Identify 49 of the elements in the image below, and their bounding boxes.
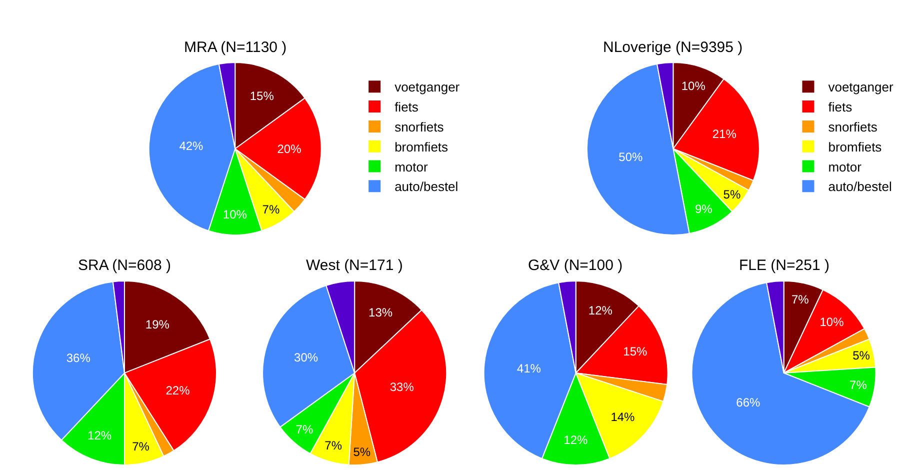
chart-title: MRA (N=1130 ) <box>184 39 287 56</box>
data-label: 7% <box>791 292 810 306</box>
data-label: 33% <box>390 380 414 394</box>
data-label: 13% <box>368 306 393 320</box>
legend-label: snorfiets <box>828 120 878 135</box>
data-label: 21% <box>712 126 737 141</box>
data-label: 10% <box>222 208 248 222</box>
legend-label: bromfiets <box>828 139 882 154</box>
data-label: 22% <box>166 383 190 398</box>
data-label: 15% <box>250 88 274 103</box>
data-label: 10% <box>681 79 706 94</box>
legend-label: auto/bestel <box>394 179 458 194</box>
data-label: 5% <box>723 187 741 202</box>
data-label: 12% <box>588 303 613 318</box>
data-label: 7% <box>262 202 280 217</box>
data-label: 50% <box>618 150 643 164</box>
legend-label: snorfiets <box>394 120 444 135</box>
data-label: 42% <box>179 139 204 153</box>
data-label: 15% <box>623 344 648 359</box>
legend-label: motor <box>828 159 862 174</box>
data-label: 12% <box>88 428 112 443</box>
data-label: 30% <box>294 350 318 364</box>
data-label: 7% <box>132 440 150 454</box>
legend-label: auto/bestel <box>828 179 892 194</box>
data-label: 10% <box>820 314 844 329</box>
data-label: 36% <box>66 351 91 366</box>
legend-label: fiets <box>828 100 853 115</box>
data-label: 41% <box>516 362 542 376</box>
data-label: 7% <box>850 378 868 392</box>
data-label: 12% <box>564 433 588 448</box>
data-label: 9% <box>694 202 713 216</box>
data-label: 5% <box>852 348 870 363</box>
legend-label: voetganger <box>828 80 894 95</box>
data-label: 7% <box>296 422 314 437</box>
chart-title: G&V (N=100 ) <box>528 257 623 274</box>
legend-label: fiets <box>394 100 419 115</box>
chart-title: NLoverige (N=9395 ) <box>603 39 743 56</box>
legend-label: voetganger <box>394 80 460 95</box>
data-label: 20% <box>277 142 302 156</box>
legend-label: motor <box>394 159 428 174</box>
legend-label: bromfiets <box>394 139 449 154</box>
chart-title: SRA (N=608 ) <box>78 257 171 274</box>
chart-title: FLE (N=251 ) <box>739 257 830 274</box>
data-label: 14% <box>610 410 636 424</box>
data-label: 5% <box>353 445 371 460</box>
data-label: 66% <box>736 395 761 410</box>
chart-title: West (N=171 ) <box>306 257 403 274</box>
data-label: 7% <box>324 438 342 453</box>
data-label: 19% <box>145 317 170 332</box>
